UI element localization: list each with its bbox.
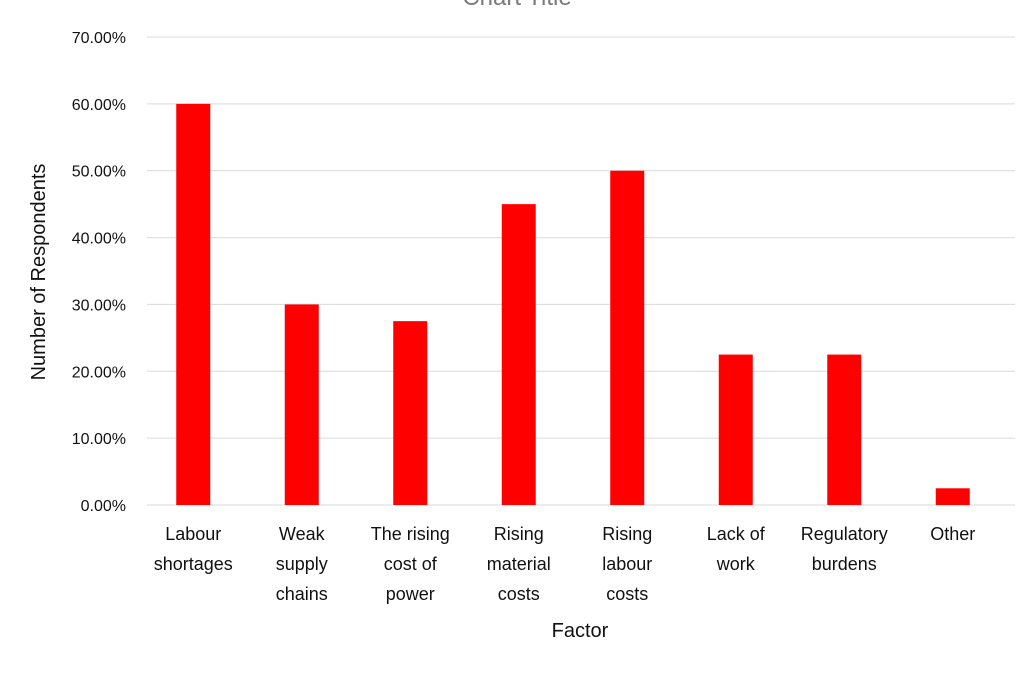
- x-category-label: Other: [930, 524, 975, 544]
- bar: [176, 103, 211, 505]
- x-category-label: Rising labour costs: [602, 524, 652, 604]
- gridlines: [147, 36, 1015, 506]
- x-category-label: The rising cost of power: [371, 524, 450, 604]
- y-tick-label: 20.00%: [72, 364, 126, 381]
- y-tick-label: 30.00%: [72, 297, 126, 314]
- x-category-label: Regulatory burdens: [801, 524, 888, 574]
- y-tick-label: 0.00%: [81, 498, 126, 515]
- bar: [827, 354, 862, 505]
- bar: [935, 488, 970, 505]
- y-axis-title: Number of Respondents: [28, 164, 50, 381]
- bar: [501, 204, 536, 505]
- x-axis-title: Factor: [552, 620, 609, 642]
- x-category-label: Weak supply chains: [276, 524, 328, 604]
- x-category-label: Rising material costs: [487, 524, 551, 604]
- y-axis-tick-labels: 0.00% 10.00% 20.00% 30.00% 40.00% 50.00% 60.00…: [72, 30, 126, 515]
- chart-title: Chart Title: [462, 0, 571, 11]
- y-tick-label: 70.00%: [72, 30, 126, 47]
- y-tick-label: 40.00%: [72, 231, 126, 248]
- bar: [284, 304, 319, 505]
- bar: [393, 321, 428, 505]
- bars: [176, 103, 970, 505]
- x-axis-category-labels: Labour shortages Weak supply chains The risin…: [154, 524, 976, 604]
- y-tick-label: 10.00%: [72, 431, 126, 448]
- x-category-label: Lack of work: [707, 524, 766, 574]
- y-tick-label: 50.00%: [72, 164, 126, 181]
- bar: [610, 170, 645, 505]
- y-tick-label: 60.00%: [72, 97, 126, 114]
- x-category-label: Labour shortages: [154, 524, 233, 574]
- bar: [718, 354, 753, 505]
